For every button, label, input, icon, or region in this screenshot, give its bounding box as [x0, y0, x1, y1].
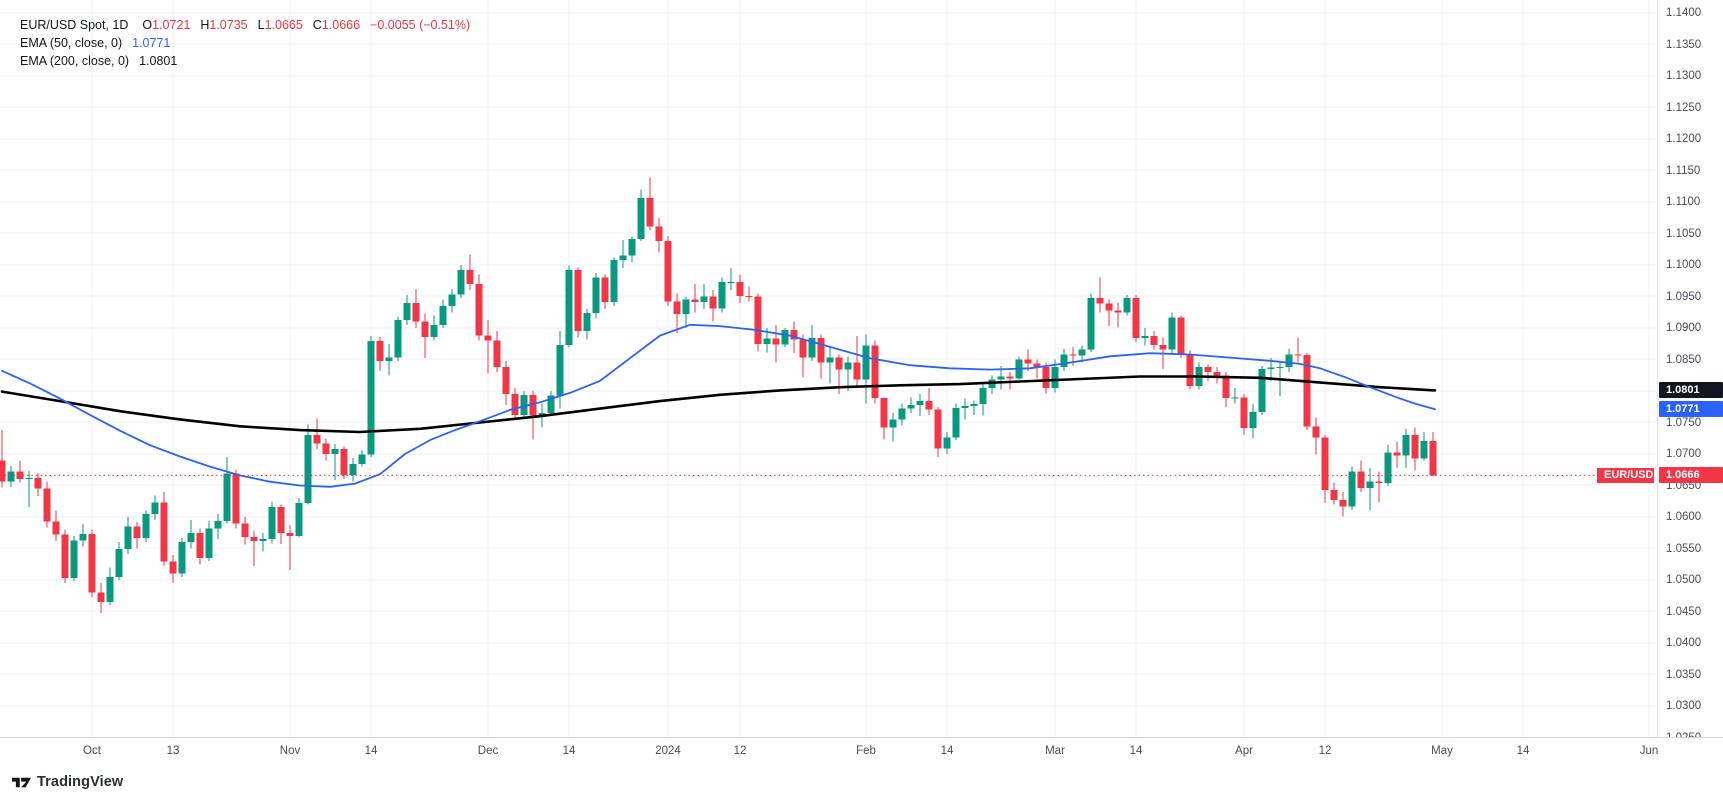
time-tick-label: 14: [940, 745, 954, 757]
price-tick-label: 1.0450: [1666, 605, 1702, 618]
tradingview-attribution[interactable]: TradingView: [12, 774, 123, 790]
time-tick-label: 12: [733, 745, 747, 757]
price-tick-label: 1.1300: [1666, 70, 1702, 82]
last-price-badge: 1.0666: [1659, 467, 1723, 484]
price-tick-label: 1.1400: [1666, 7, 1702, 19]
time-tick-label: 2024: [655, 745, 681, 757]
price-tick-label: 1.0900: [1666, 322, 1702, 334]
symbol-title: EUR/USD Spot, 1D: [20, 18, 129, 32]
chart-legend[interactable]: EUR/USD Spot, 1D O1.0721 H1.0735 L1.0665 C1.…: [20, 16, 470, 70]
ema-200-price-badge: 1.0801: [1659, 382, 1723, 399]
price-tick-label: 1.0700: [1666, 448, 1702, 460]
symbol-legend-row[interactable]: EUR/USD Spot, 1D O1.0721 H1.0735 L1.0665 C1.…: [20, 16, 470, 34]
time-tick-label: 12: [1318, 745, 1332, 757]
price-tick-label: 1.0300: [1666, 700, 1702, 712]
ema-50-value: 1.0771: [132, 36, 171, 50]
time-tick-label: May: [1431, 745, 1453, 757]
ohlc-high: H1.0735: [200, 18, 248, 32]
price-tick-label: 1.0550: [1666, 542, 1702, 555]
time-tick-label: Mar: [1045, 745, 1065, 757]
change-value: −0.0055 (−0.51%): [370, 18, 471, 32]
time-tick-label: 13: [166, 745, 180, 757]
ohlc-low: L1.0665: [257, 18, 303, 32]
time-tick-label: Dec: [477, 745, 499, 757]
ema-50-label: EMA (50, close, 0): [20, 36, 123, 50]
time-tick-label: 14: [1129, 745, 1143, 757]
ohlc-close: C1.0666: [312, 18, 361, 32]
price-tick-label: 1.0850: [1666, 353, 1702, 366]
time-tick-label: 14: [562, 745, 576, 757]
price-tick-label: 1.0400: [1666, 637, 1702, 649]
price-tick-label: 1.1000: [1666, 259, 1702, 271]
time-tick-label: Feb: [856, 745, 876, 757]
price-tick-label: 1.1200: [1666, 133, 1702, 145]
plot-area[interactable]: [0, 0, 1656, 737]
time-tick-label: Apr: [1235, 745, 1253, 757]
ema-200-value: 1.0801: [139, 54, 178, 68]
price-axis[interactable]: 1.0801 1.0771 1.0666 1.1400 1.1350 1.1300 1…: [1657, 0, 1723, 744]
tradingview-wordmark: TradingView: [37, 774, 124, 790]
price-tick-label: 1.1250: [1666, 101, 1702, 114]
ema-50-legend-row[interactable]: EMA (50, close, 0) 1.0771: [20, 34, 470, 52]
time-axis[interactable]: Oct 13 Nov 14 Dec 14 2024 12 Feb 14 Mar 14 Apr 12 May 1…: [0, 737, 1723, 769]
time-tick-label: 14: [1516, 745, 1530, 757]
time-tick-label: Nov: [279, 745, 301, 757]
price-tick-label: 1.1050: [1666, 227, 1702, 240]
price-tick-label: 1.0750: [1666, 416, 1702, 429]
price-tick-label: 1.1150: [1666, 164, 1701, 177]
price-tick-label: 1.1100: [1666, 196, 1701, 208]
time-tick-label: Oct: [83, 745, 101, 757]
last-price-symbol-flag: EUR/USD: [1597, 467, 1654, 483]
time-tick-label: 14: [364, 745, 378, 757]
price-tick-label: 1.0500: [1666, 574, 1702, 586]
price-tick-label: 1.1350: [1666, 38, 1702, 51]
ema-200-legend-row[interactable]: EMA (200, close, 0) 1.0801: [20, 52, 470, 70]
ema-200-label: EMA (200, close, 0): [20, 54, 130, 68]
price-tick-label: 1.0600: [1666, 511, 1702, 523]
price-tick-label: 1.0950: [1666, 290, 1702, 303]
price-tick-label: 1.0350: [1666, 668, 1702, 681]
ema-50-price-badge: 1.0771: [1659, 401, 1723, 418]
ohlc-open: O1.0721: [142, 18, 191, 32]
tradingview-logo-icon: [12, 777, 31, 787]
time-tick-label: Jun: [1639, 745, 1659, 757]
